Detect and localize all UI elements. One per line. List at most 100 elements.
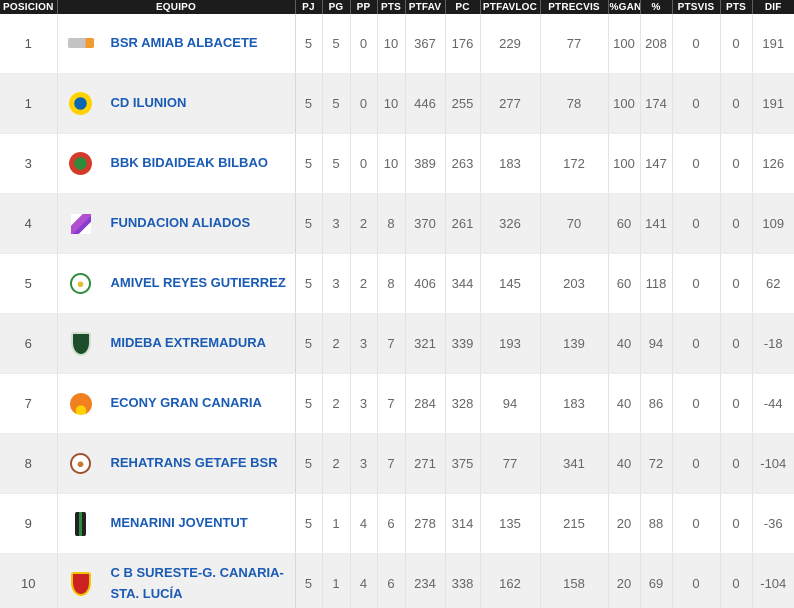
team-logo-icon	[66, 392, 96, 415]
table-row: 4 FUNDACION ALIADOS 5 3 2 8 370 261 326 70 60 141…	[0, 193, 794, 254]
column-header-ptsvis: PTSVIS	[672, 0, 721, 14]
stat-cell-pj: 5	[295, 373, 323, 434]
stat-cell-ptfavloc: 193	[480, 313, 541, 374]
column-header-pg: PG	[322, 0, 351, 14]
stat-cell-ptfavloc: 277	[480, 73, 541, 134]
team-link[interactable]: REHATRANS GETAFE BSR	[110, 455, 278, 471]
stat-cell-pc: 328	[445, 373, 481, 434]
stat-cell-dif: 62	[752, 253, 794, 314]
table-row: 6 MIDEBA EXTREMADURA 5 2 3 7 321 339 193 139 40 9…	[0, 313, 794, 374]
stat-cell-pc: 375	[445, 433, 481, 494]
stat-cell-pc: 344	[445, 253, 481, 314]
stat-cell-dif: 126	[752, 133, 794, 194]
team-cell: AMIVEL REYES GUTIERREZ	[56, 253, 296, 314]
team-logo-icon	[66, 38, 96, 49]
stat-cell-ptfav: 370	[405, 193, 446, 254]
table-row: 7 ECONY GRAN CANARIA 5 2 3 7 284 328 94 183 40 86…	[0, 373, 794, 434]
team-link[interactable]: BSR AMIAB ALBACETE	[110, 35, 258, 51]
team-cell: FUNDACION ALIADOS	[56, 193, 296, 254]
table-header: POSICION EQUIPO PJ PG PP PTS PTFAV PC PTFAVLOC PT…	[0, 0, 794, 14]
table-row: 1 CD ILUNION 5 5 0 10 446 255 277 78 100 174 0 0 191	[0, 73, 794, 134]
stat-cell-ptfavloc: 135	[480, 493, 541, 554]
stat-cell-pg: 1	[322, 553, 351, 608]
stat-cell-pp: 4	[350, 553, 378, 608]
stat-cell-pc: 255	[445, 73, 481, 134]
stat-cell-ptfav: 367	[405, 14, 446, 74]
stat-cell-ptrecvis: 77	[540, 14, 609, 74]
column-header-pp: PP	[350, 0, 378, 14]
team-cell: BBK BIDAIDEAK BILBAO	[56, 133, 296, 194]
stat-cell-pp: 0	[350, 133, 378, 194]
column-header-equipo: EQUIPO	[57, 0, 296, 14]
stat-cell-ptfav: 278	[405, 493, 446, 554]
stat-cell-dif: -44	[752, 373, 794, 434]
position-cell: 7	[0, 373, 58, 434]
stat-cell-pct: 147	[640, 133, 673, 194]
stat-cell-ptsvis: 0	[672, 193, 721, 254]
position-cell: 4	[0, 193, 58, 254]
stat-cell-pc: 314	[445, 493, 481, 554]
stat-cell-dif: -36	[752, 493, 794, 554]
stat-cell-pj: 5	[295, 73, 323, 134]
stat-cell-ptfavloc: 183	[480, 133, 541, 194]
stat-cell-pct: 208	[640, 14, 673, 74]
column-header-pc: PC	[445, 0, 481, 14]
stat-cell-pctgan: 60	[608, 193, 641, 254]
stat-cell-pts2: 0	[720, 313, 753, 374]
position-cell: 9	[0, 493, 58, 554]
team-link[interactable]: BBK BIDAIDEAK BILBAO	[110, 155, 268, 171]
stat-cell-pts2: 0	[720, 193, 753, 254]
stat-cell-ptfav: 271	[405, 433, 446, 494]
stat-cell-ptsvis: 0	[672, 133, 721, 194]
stat-cell-pc: 261	[445, 193, 481, 254]
stat-cell-pts: 6	[377, 493, 406, 554]
stat-cell-ptsvis: 0	[672, 313, 721, 374]
stat-cell-pctgan: 40	[608, 313, 641, 374]
team-link[interactable]: AMIVEL REYES GUTIERREZ	[110, 275, 286, 291]
stat-cell-pg: 1	[322, 493, 351, 554]
stat-cell-pj: 5	[295, 14, 323, 74]
stat-cell-pts: 10	[377, 73, 406, 134]
stat-cell-ptfavloc: 77	[480, 433, 541, 494]
stat-cell-ptrecvis: 172	[540, 133, 609, 194]
stat-cell-pc: 339	[445, 313, 481, 374]
team-link[interactable]: CD ILUNION	[110, 95, 187, 111]
stat-cell-pts2: 0	[720, 133, 753, 194]
stat-cell-pts2: 0	[720, 14, 753, 74]
column-header-posicion: POSICION	[0, 0, 58, 14]
position-cell: 8	[0, 433, 58, 494]
position-cell: 5	[0, 253, 58, 314]
stat-cell-pts2: 0	[720, 493, 753, 554]
team-link[interactable]: MENARINI JOVENTUT	[110, 515, 248, 531]
stat-cell-ptfav: 321	[405, 313, 446, 374]
team-link[interactable]: ECONY GRAN CANARIA	[110, 395, 262, 411]
stat-cell-ptsvis: 0	[672, 493, 721, 554]
stat-cell-ptsvis: 0	[672, 73, 721, 134]
team-link[interactable]: FUNDACION ALIADOS	[110, 215, 251, 231]
stat-cell-ptfav: 446	[405, 73, 446, 134]
stat-cell-ptfavloc: 162	[480, 553, 541, 608]
stat-cell-ptsvis: 0	[672, 373, 721, 434]
team-logo-icon	[66, 152, 96, 175]
stat-cell-pct: 88	[640, 493, 673, 554]
stat-cell-pts2: 0	[720, 73, 753, 134]
team-link[interactable]: MIDEBA EXTREMADURA	[110, 335, 267, 351]
team-cell: BSR AMIAB ALBACETE	[56, 14, 296, 74]
stat-cell-pp: 2	[350, 253, 378, 314]
stat-cell-pg: 2	[322, 433, 351, 494]
position-cell: 6	[0, 313, 58, 374]
stat-cell-pc: 176	[445, 14, 481, 74]
stat-cell-dif: -104	[752, 433, 794, 494]
team-cell: MIDEBA EXTREMADURA	[56, 313, 296, 374]
stat-cell-pp: 0	[350, 14, 378, 74]
stat-cell-pts2: 0	[720, 253, 753, 314]
stat-cell-ptfavloc: 229	[480, 14, 541, 74]
stat-cell-dif: 191	[752, 73, 794, 134]
stat-cell-pctgan: 20	[608, 553, 641, 608]
table-row: 1 BSR AMIAB ALBACETE 5 5 0 10 367 176 229 77 100…	[0, 14, 794, 74]
stat-cell-pts: 10	[377, 133, 406, 194]
team-link[interactable]: C B SURESTE-G. CANARIA-STA. LUCÍA	[110, 564, 284, 601]
stat-cell-ptfav: 406	[405, 253, 446, 314]
stat-cell-pg: 2	[322, 313, 351, 374]
stat-cell-pts: 8	[377, 253, 406, 314]
